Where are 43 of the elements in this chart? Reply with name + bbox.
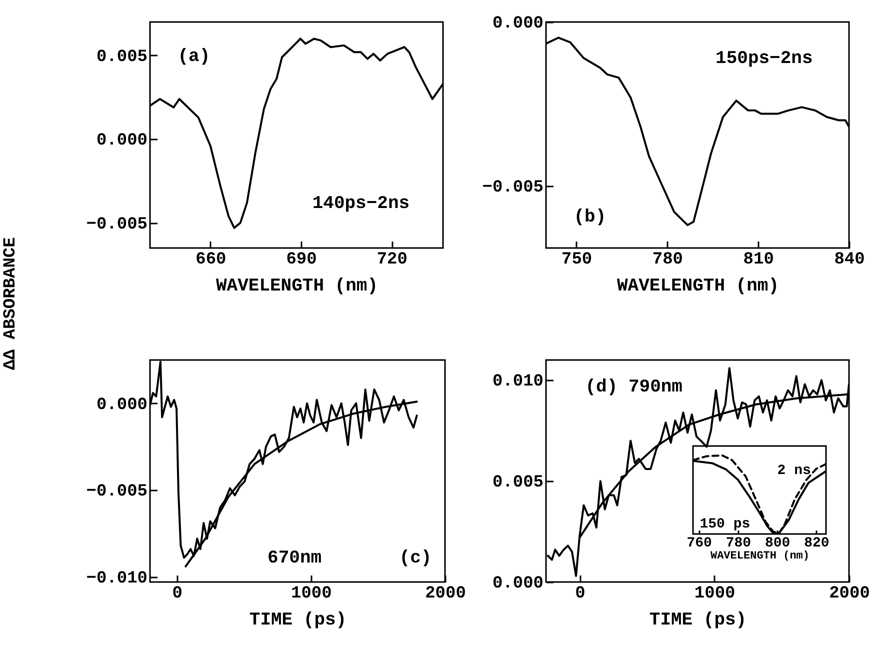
annotation: (a) (178, 46, 210, 67)
y-tick-label: 0.000 (96, 132, 148, 151)
x-tick-label: 750 (561, 250, 592, 270)
y-tick-label: −0.005 (86, 482, 148, 502)
x-axis-title: TIME (ps) (649, 610, 747, 630)
x-tick-label: 2000 (829, 584, 870, 604)
x-tick-label: 780 (726, 536, 752, 552)
x-tick-label: 840 (834, 250, 865, 270)
y-tick-label: −0.005 (86, 215, 148, 234)
x-tick-label: 820 (804, 536, 830, 552)
y-tick-label: 0.010 (492, 372, 544, 392)
x-tick-label: 780 (652, 250, 684, 270)
x-axis-title: TIME (ps) (249, 610, 347, 630)
y-tick-label: 0.000 (492, 574, 544, 594)
annotation: (d) 790nm (585, 378, 683, 398)
y-tick-label: −0.010 (86, 569, 148, 588)
x-axis-title: WAVELENGTH (nm) (216, 276, 378, 296)
x-tick-label: 690 (286, 250, 317, 270)
x-axis-title: WAVELENGTH (nm) (710, 550, 810, 562)
x-axis-title: WAVELENGTH (nm) (616, 276, 780, 296)
x-tick-label: 2000 (425, 584, 466, 604)
annotation: 140ps−2ns (312, 194, 410, 214)
x-tick-label: 1000 (694, 584, 736, 604)
series-label: 150 ps (700, 516, 750, 532)
x-tick-label: 660 (196, 250, 226, 270)
annotation: (b) (574, 207, 606, 228)
y-tick-label: 0.005 (96, 48, 148, 67)
x-tick-label: 800 (764, 536, 790, 552)
series-label: 2 ns (777, 462, 811, 479)
y-tick-label: 0.000 (492, 14, 544, 34)
x-tick-label: 1000 (291, 584, 332, 604)
annotation: 670nm (268, 548, 322, 569)
y-tick-label: 0.005 (492, 474, 544, 493)
x-tick-label: 760 (686, 536, 712, 552)
x-tick-label: 0 (172, 584, 182, 604)
y-tick-label: 0.000 (96, 396, 148, 415)
x-tick-label: 0 (575, 584, 586, 604)
x-tick-label: 810 (743, 250, 774, 270)
annotation: (c) (399, 548, 432, 569)
y-axis-title: ΔΔ ABSORBANCE (2, 237, 20, 370)
annotation: 150ps−2ns (716, 49, 813, 70)
y-tick-label: −0.005 (482, 178, 544, 198)
x-tick-label: 720 (376, 250, 408, 270)
